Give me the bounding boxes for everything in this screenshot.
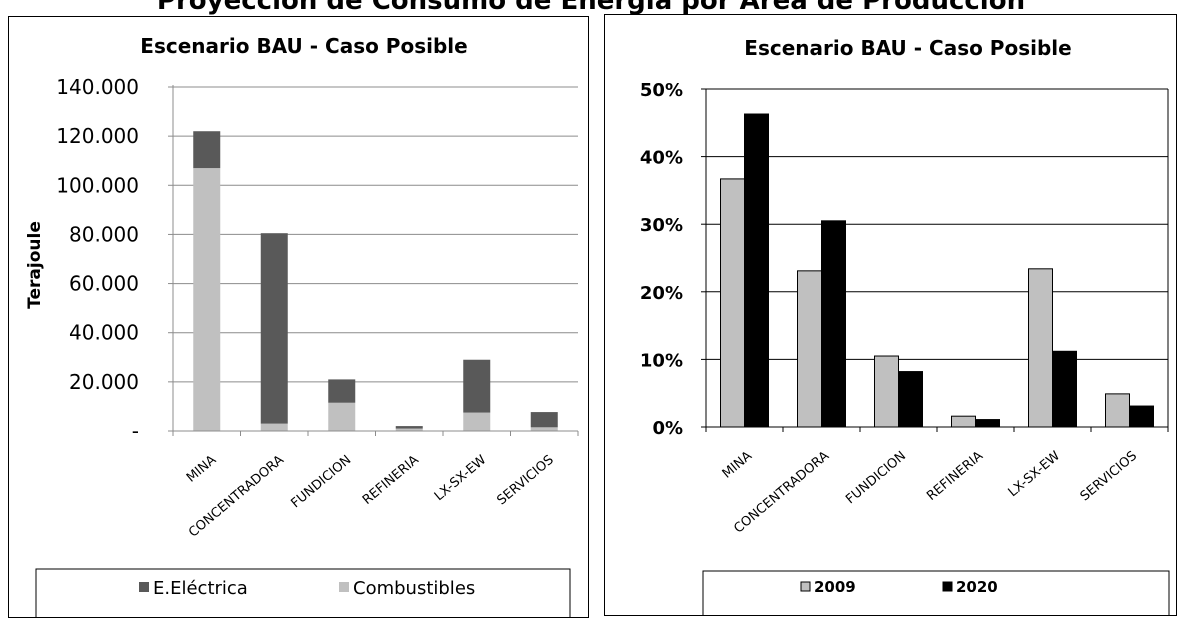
legend-label: 2020	[956, 578, 998, 596]
bar-segment	[530, 427, 558, 431]
chart-title: Escenario BAU - Caso Posible	[744, 36, 1071, 60]
y-axis-label: Terajoule	[25, 221, 45, 309]
bar-segment	[328, 379, 356, 403]
y-tick-label: 140.000	[56, 75, 139, 99]
bar	[1105, 393, 1130, 428]
x-tick-label: LX-SX-EW	[432, 452, 490, 504]
bar	[744, 113, 769, 428]
y-tick-label: 120.000	[56, 124, 139, 148]
chart-title: Escenario BAU - Caso Posible	[140, 34, 467, 58]
bar-segment	[328, 402, 356, 431]
bar	[821, 220, 846, 428]
y-tick-label: -	[132, 419, 139, 443]
y-tick-label: 10%	[640, 350, 683, 371]
page-title: Proyección de Consumo de Energía por Áre…	[156, 0, 1026, 16]
x-tick-label: REFINERIA	[360, 453, 422, 508]
bar	[975, 419, 1000, 428]
y-tick-labels: - 20.000 40.000 60.000 80.000 100.000 120.000 1…	[56, 75, 139, 443]
y-tick-label: 40%	[640, 148, 683, 169]
bar-segment	[260, 423, 288, 431]
bar	[874, 355, 899, 428]
y-tick-label: 30%	[640, 215, 683, 236]
axes	[168, 85, 579, 436]
grouped-bar-chart: Escenario BAU - Caso Posible 0% 10% 20% 30%…	[640, 36, 1170, 615]
x-tick-label: FUNDICION	[288, 453, 354, 512]
bar	[951, 415, 976, 428]
bar-segment	[530, 412, 558, 428]
bar	[1129, 405, 1154, 428]
bars	[193, 131, 558, 432]
bar-segment	[193, 131, 221, 169]
bar-segment	[395, 428, 423, 431]
x-tick-label: FUNDICION	[843, 449, 909, 508]
bars	[720, 113, 1154, 428]
bar	[797, 270, 822, 428]
legend-label: Combustibles	[353, 578, 475, 599]
y-tick-label: 80.000	[69, 222, 139, 246]
bar-segment	[463, 359, 491, 413]
x-tick-label: MINA	[184, 453, 220, 486]
legend-swatch	[800, 581, 811, 592]
y-tick-labels: 0% 10% 20% 30% 40% 50%	[640, 80, 683, 439]
legend: 2009 2020	[800, 578, 998, 596]
y-tick-label: 0%	[652, 418, 683, 439]
x-tick-label: SERVICIOS	[494, 453, 556, 509]
grouped-bar-chart-panel: Escenario BAU - Caso Posible 0% 10% 20% 30%…	[604, 14, 1177, 616]
bar-segment	[395, 426, 423, 429]
axes	[701, 88, 1169, 432]
bar-segment	[260, 233, 288, 424]
x-tick-label: SERVICIOS	[1078, 449, 1140, 505]
y-tick-label: 60.000	[69, 272, 139, 296]
x-tick-label: LX-SX-EW	[1006, 448, 1064, 500]
legend-label: E.Eléctrica	[153, 578, 248, 599]
legend-swatch	[139, 582, 149, 592]
bar-segment	[463, 412, 491, 431]
legend-swatch	[942, 581, 953, 592]
legend-box	[702, 570, 1170, 615]
bar	[720, 178, 745, 428]
y-tick-label: 100.000	[56, 173, 139, 197]
legend-box	[35, 568, 571, 617]
legend-swatch	[339, 582, 349, 592]
y-tick-label: 20.000	[69, 370, 139, 394]
x-tick-label: REFINERIA	[924, 449, 986, 504]
gridlines	[706, 88, 1168, 360]
bar	[898, 371, 923, 428]
y-tick-label: 20%	[640, 283, 683, 304]
gridlines	[173, 86, 578, 383]
x-tick-label: MINA	[720, 449, 756, 482]
bar-segment	[193, 168, 221, 432]
bar	[1028, 268, 1053, 428]
y-tick-label: 40.000	[69, 321, 139, 345]
stacked-bar-chart-panel: Escenario BAU - Caso Posible Terajoule -…	[8, 16, 589, 618]
y-tick-label: 50%	[640, 80, 683, 101]
bar	[1052, 350, 1077, 428]
stacked-bar-chart: Escenario BAU - Caso Posible Terajoule -…	[25, 34, 579, 617]
legend-label: 2009	[814, 578, 856, 596]
